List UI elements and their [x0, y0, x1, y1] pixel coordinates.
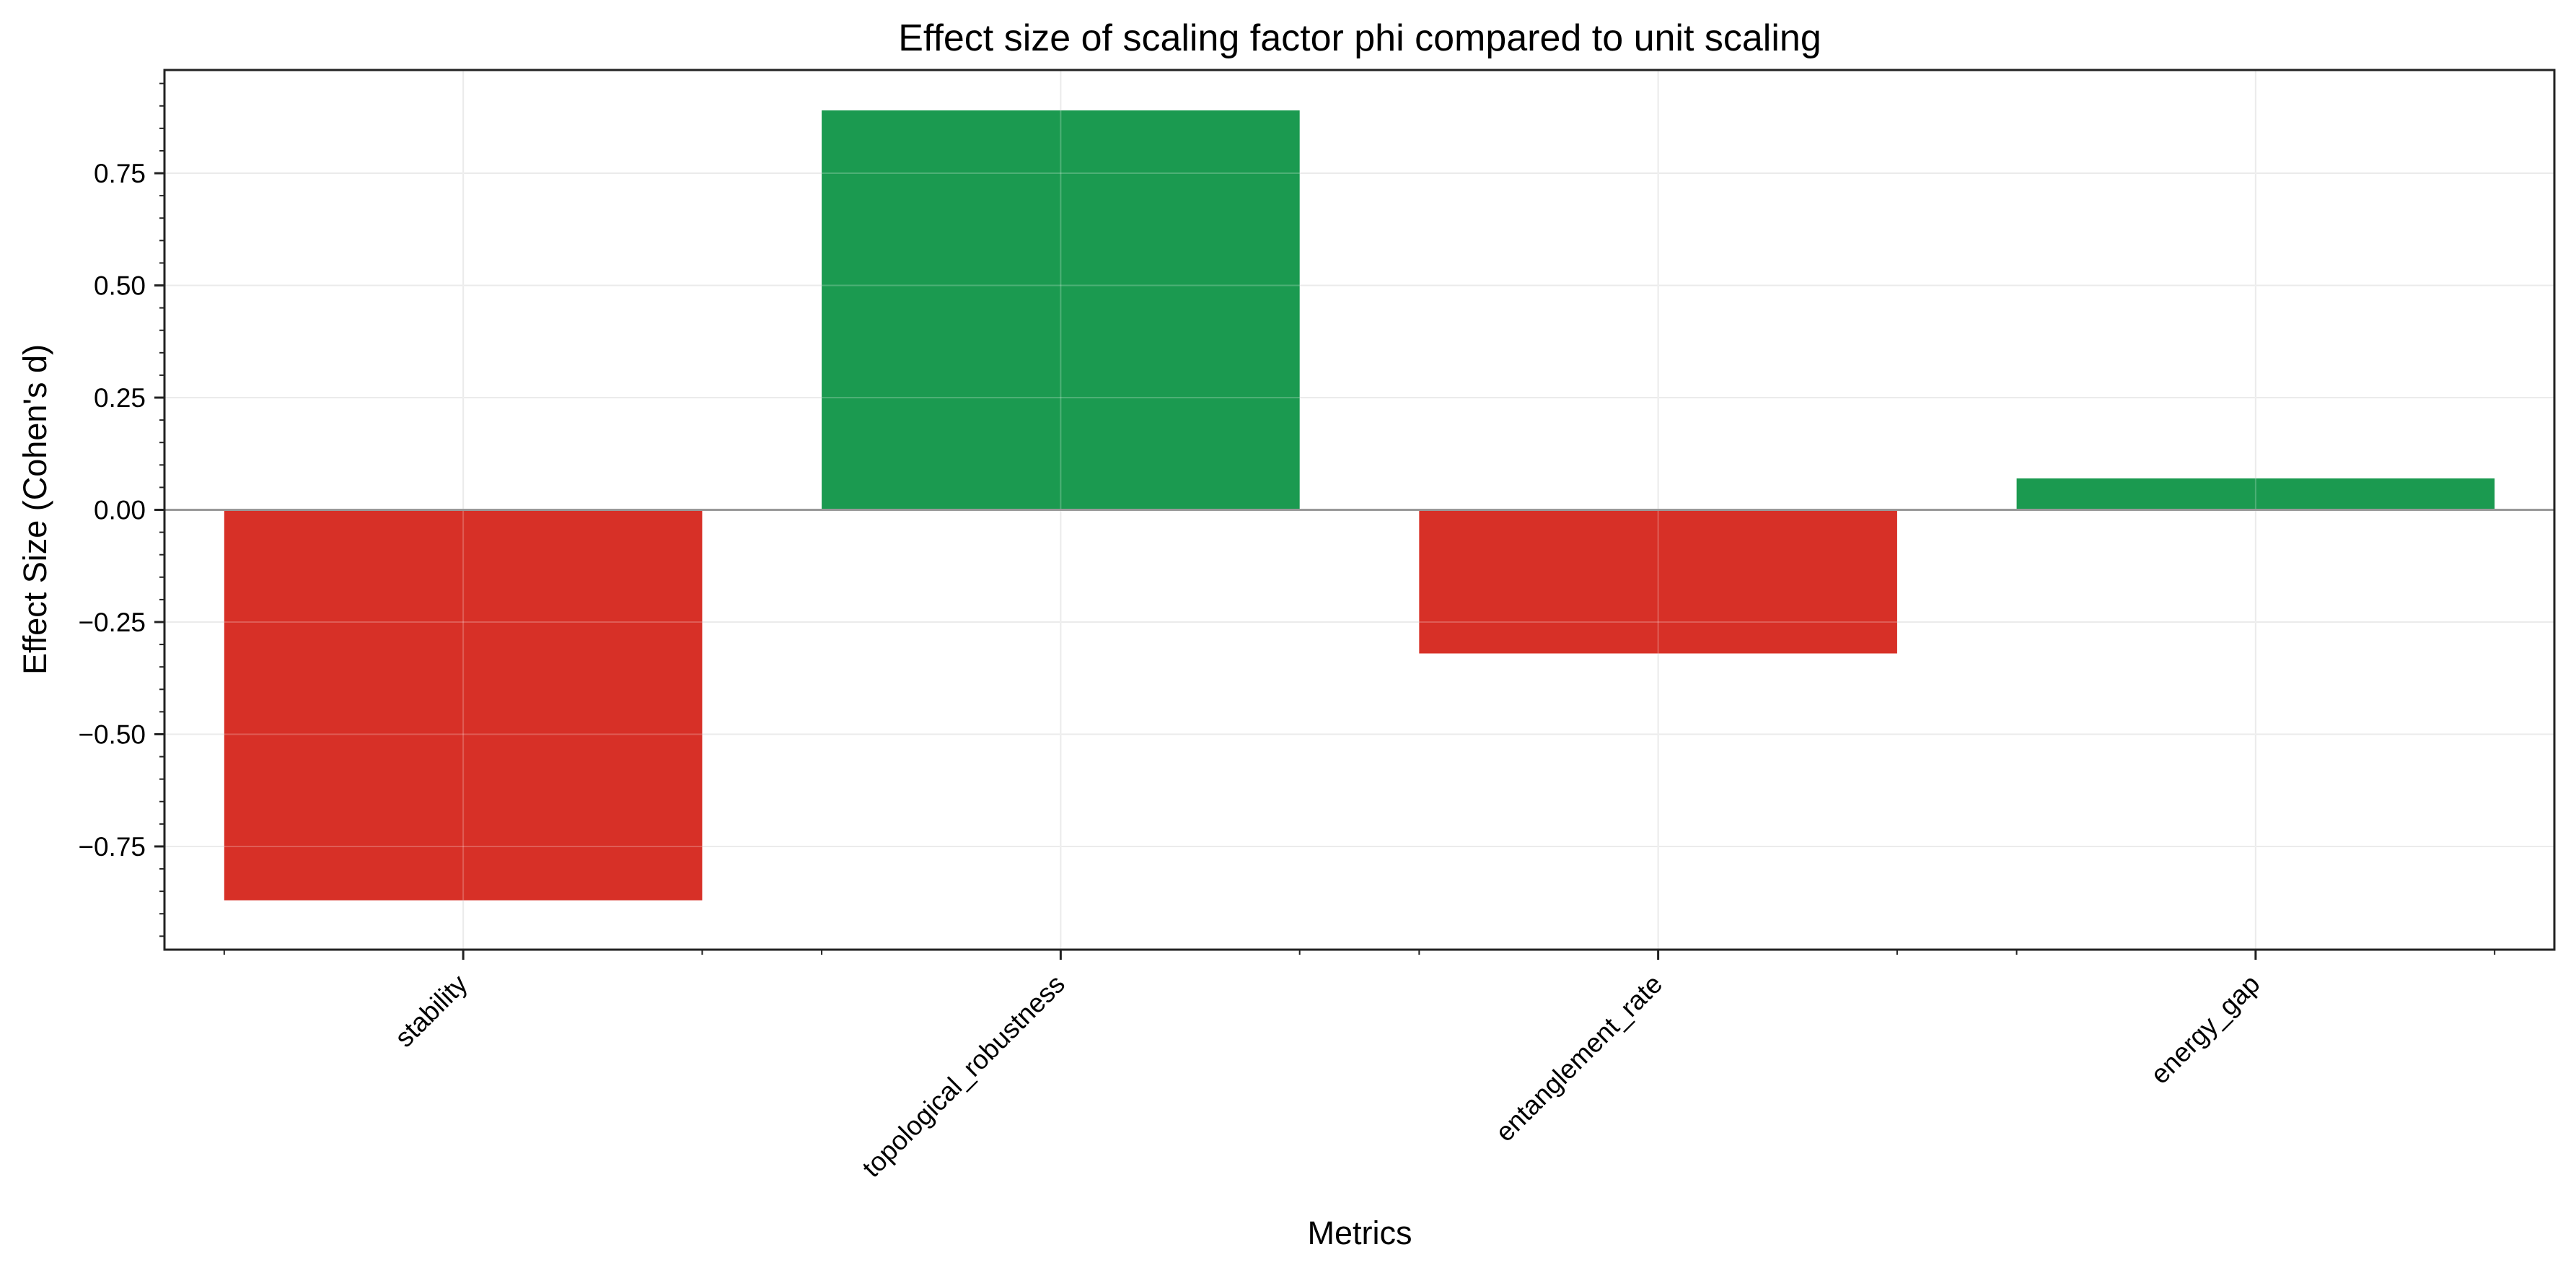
y-tick-label: −0.50 — [78, 719, 146, 749]
bar-entanglement-rate — [1419, 509, 1897, 654]
x-axis-label: Metrics — [1308, 1214, 1412, 1251]
y-axis-label: Effect Size (Cohen's d) — [17, 344, 53, 675]
overlay-lines — [164, 70, 2554, 950]
y-tick-label: 0.50 — [94, 271, 146, 301]
y-tick-label: −0.75 — [78, 832, 146, 862]
bars — [224, 110, 2495, 901]
bar-topological-robustness — [822, 110, 1300, 510]
plot-frame — [163, 69, 2556, 951]
y-tick-label: −0.25 — [78, 608, 146, 637]
bar-stability — [224, 509, 703, 901]
y-tick-label: 0.25 — [94, 383, 146, 413]
bar-energy-gap — [2016, 478, 2495, 510]
y-tick-label: 0.00 — [94, 496, 146, 525]
chart-title: Effect size of scaling factor phi compar… — [898, 17, 1821, 59]
y-tick-label: 0.75 — [94, 159, 146, 188]
